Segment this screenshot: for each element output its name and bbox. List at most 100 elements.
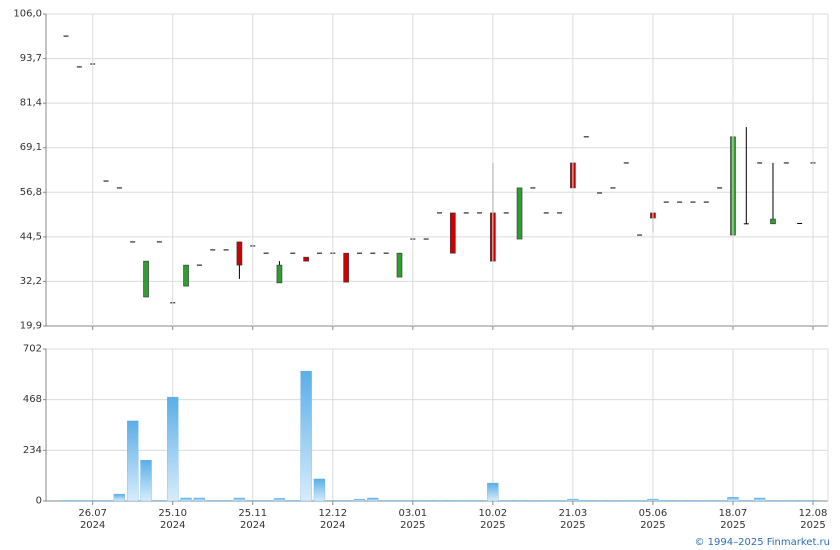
volume-bar [633, 500, 646, 502]
x-tick-label: 2024 [80, 520, 105, 531]
x-tick-label: 25.11 [238, 508, 267, 519]
x-tick-label: 05.06 [639, 508, 668, 519]
volume-bar [393, 500, 406, 502]
volume-bar [420, 500, 432, 502]
volume-bar [487, 482, 499, 502]
volume-bar [180, 497, 192, 502]
volume-bar [140, 459, 152, 502]
candle-body [450, 212, 456, 254]
volume-bar [300, 370, 312, 502]
volume-bar [460, 500, 472, 502]
volume-bar [780, 500, 792, 502]
y-tick-label: 19,9 [20, 321, 42, 332]
x-tick-label: 25.10 [158, 508, 187, 519]
volume-bar [60, 500, 72, 502]
x-tick-label: 18.07 [719, 508, 748, 519]
volume-bar [327, 500, 339, 502]
volume-bar [220, 500, 232, 502]
y-tick-label: 468 [23, 394, 42, 405]
credit[interactable]: © 1994–2025 Finmarket.ru [694, 537, 830, 548]
x-tick-label: 2025 [480, 520, 505, 531]
y-tick-label: 81,4 [20, 98, 42, 109]
volume-bar [794, 500, 806, 502]
volume-bar [740, 500, 752, 502]
volume-bar [713, 500, 726, 502]
y-tick-label: 93,7 [20, 53, 42, 64]
volume-bar [260, 500, 272, 502]
volume-bar [580, 500, 592, 502]
volume-bar [247, 500, 259, 502]
volume-bar [540, 500, 552, 502]
candle-body [343, 252, 349, 283]
x-tick-label: 2025 [640, 520, 665, 531]
volume-bar [567, 498, 579, 502]
candle-body [396, 252, 403, 278]
volume-bar [553, 500, 566, 502]
volume-bar [153, 500, 166, 502]
x-tick-label: 2024 [240, 520, 265, 531]
x-tick-label: 26.07 [78, 508, 107, 519]
x-tick-label: 12.08 [799, 508, 828, 519]
volume-bar [207, 500, 219, 502]
volume-bar [687, 500, 699, 502]
candle-body [276, 264, 283, 284]
x-tick-label: 21.03 [559, 508, 588, 519]
candle-body [183, 264, 189, 287]
x-tick-label: 12.12 [318, 508, 347, 519]
volume-bar [433, 500, 446, 502]
volume-bar [527, 500, 539, 502]
candle-body [236, 241, 243, 266]
y-tick-label: 0 [36, 496, 42, 507]
volume-bar [700, 500, 712, 502]
volume-bar [660, 500, 672, 502]
volume-bar [647, 498, 659, 502]
candle-body [303, 256, 309, 262]
volume-bar [367, 497, 379, 502]
volume-bar [113, 493, 126, 502]
candle-body [770, 218, 776, 225]
candle-body [516, 187, 523, 240]
x-tick-label: 10.02 [479, 508, 508, 519]
x-tick-label: 2025 [720, 520, 745, 531]
y-tick-label: 44,5 [20, 231, 42, 242]
volume-bar [807, 500, 819, 502]
volume-bar [340, 500, 352, 502]
x-tick-label: 2025 [800, 520, 825, 531]
volume-bar [167, 396, 179, 502]
x-tick-label: 2024 [160, 520, 185, 531]
y-tick-label: 106,0 [13, 9, 42, 20]
volume-bar [473, 500, 486, 502]
volume-bar [753, 497, 766, 502]
volume-bar [607, 500, 619, 502]
volume-bar [727, 496, 739, 502]
volume-bar [767, 500, 779, 502]
volume-bar [313, 478, 326, 502]
volume-bar [87, 500, 99, 502]
volume-bar [500, 500, 512, 502]
y-tick-label: 69,1 [20, 142, 42, 153]
candle-body [143, 260, 149, 298]
x-tick-label: 2025 [560, 520, 585, 531]
volume-bar [100, 500, 112, 502]
x-tick-label: 2024 [320, 520, 345, 531]
volume-bar [233, 497, 246, 502]
volume-bar [353, 498, 366, 502]
y-tick-label: 234 [23, 445, 42, 456]
volume-bar [593, 500, 606, 502]
volume-bar [407, 500, 419, 502]
volume-bar [287, 500, 299, 502]
y-tick-label: 56,8 [20, 187, 42, 198]
volume-bar [193, 497, 206, 502]
volume-bar [447, 500, 459, 502]
x-tick-label: 03.01 [399, 508, 428, 519]
y-tick-label: 32,2 [20, 276, 42, 287]
volume-bar [127, 420, 139, 502]
volume-bar [73, 500, 85, 502]
volume-bar [513, 500, 526, 502]
volume-bar [273, 498, 286, 502]
y-tick-label: 702 [23, 344, 42, 355]
volume-bar [620, 500, 632, 502]
volume-bar [673, 500, 686, 502]
x-tick-label: 2025 [400, 520, 425, 531]
